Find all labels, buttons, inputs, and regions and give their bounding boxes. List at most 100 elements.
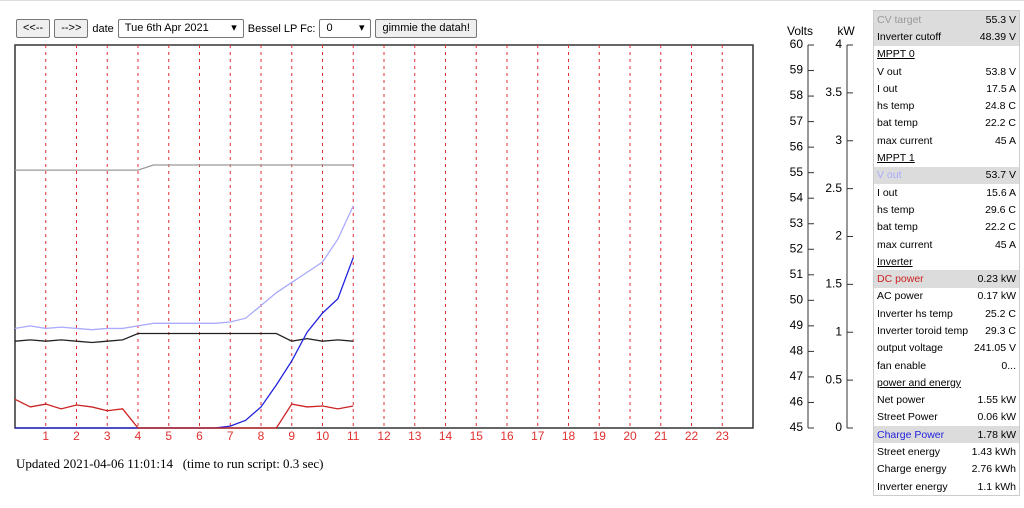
table-row: MPPT 0 [874,46,1019,63]
table-row: Street energy 1.43 kWh [874,443,1019,460]
filter-value: 0 [326,22,333,34]
x-tick-label: 22 [685,429,699,443]
row-label: Inverter cutoff [877,30,942,43]
y-tick-label: 0.5 [825,372,842,386]
section-heading: MPPT 1 [877,152,915,165]
submit-button[interactable]: gimmie the datah! [375,19,477,38]
next-button[interactable]: -->> [54,19,89,38]
row-value: 45 A [994,134,1016,147]
x-tick-label: 18 [562,429,576,443]
table-row: hs temp 24.8 C [874,97,1019,114]
y-tick-label: 49 [790,318,804,332]
y-tick-label: 55 [790,165,804,179]
y-tick-label: 2.5 [825,181,842,195]
x-tick-label: 7 [227,429,234,443]
row-label: Inverter toroid temp [877,324,969,337]
table-row: Net power 1.55 kW [874,392,1019,409]
table-row: Charge energy 2.76 kWh [874,461,1019,478]
y-tick-label: 3.5 [825,85,842,99]
table-row: Street Power 0.06 kW [874,409,1019,426]
x-tick-label: 20 [623,429,637,443]
y-tick-label: 1 [835,324,842,338]
section-heading: power and energy [877,376,962,389]
x-tick-label: 3 [104,429,111,443]
row-value: 0.23 kW [977,273,1016,286]
row-value: 1.78 kW [977,428,1016,441]
y-tick-label: 59 [790,63,804,77]
y-tick-label: 3 [835,133,842,147]
row-label: I out [877,186,898,199]
row-value: 29.6 C [985,203,1016,216]
row-label: I out [877,82,898,95]
table-row: Inverter cutoff 48.39 V [874,28,1019,46]
row-label: bat temp [877,117,918,130]
controls: <<-- -->> date Tue 6th Apr 2021 ▾ Bessel … [16,19,477,38]
row-label: Charge Power [877,428,945,441]
y-tick-label: 51 [790,267,804,281]
series-line [15,257,354,429]
y-tick-label: 47 [790,369,804,383]
row-value: 241.05 V [973,342,1016,355]
footer: Updated 2021-04-06 11:01:14 (time to run… [16,456,324,471]
y-tick-label: 54 [790,190,804,204]
x-tick-label: 10 [316,429,330,443]
x-tick-label: 12 [377,429,391,443]
row-value: 2.76 kWh [971,463,1016,476]
x-tick-label: 21 [654,429,668,443]
row-value: 15.6 A [986,186,1016,199]
row-value: 1.55 kW [977,394,1016,407]
row-value: 1.43 kWh [971,446,1016,459]
y-tick-label: 45 [790,420,804,434]
row-value: 55.3 V [985,13,1016,26]
date-value: Tue 6th Apr 2021 [124,22,209,34]
y-tick-label: 1.5 [825,277,842,291]
row-value: 1.1 kWh [977,480,1016,493]
date-label: date [92,22,114,35]
y-tick-label: 60 [790,37,804,51]
table-row: bat temp 22.2 C [874,115,1019,132]
row-value: 53.7 V [985,169,1016,182]
table-row: max current 45 A [874,132,1019,149]
row-value: 24.8 C [985,100,1016,113]
table-row: Inverter energy 1.1 kWh [874,478,1019,495]
table-row: bat temp 22.2 C [874,219,1019,236]
row-label: hs temp [877,203,915,216]
date-select[interactable]: Tue 6th Apr 2021 ▾ [117,19,244,38]
table-row: hs temp 29.6 C [874,201,1019,218]
row-label: DC power [877,273,924,286]
row-value: 25.2 C [985,307,1016,320]
series-line [14,205,354,331]
table-row: fan enable 0... [874,357,1019,374]
chart: Volts kW 1 2 3 4 5 6 7 8 9 10 11 12 13 14 15 16 17 18 19 20… [14,24,855,443]
table-row: Inverter hs temp 25.2 C [874,305,1019,322]
y2-axis-title: kW [837,24,855,38]
y-tick-label: 56 [790,139,804,153]
row-value: 0.06 kW [977,411,1016,424]
section-heading: MPPT 0 [877,48,915,61]
y-tick-label: 50 [790,293,804,307]
prev-button[interactable]: <<-- [16,19,51,38]
table-row: max current 45 A [874,236,1019,253]
x-tick-label: 8 [258,429,265,443]
x-tick-label: 6 [196,429,203,443]
top-rule [0,0,1024,1]
row-label: Inverter energy [877,480,948,493]
row-value: 22.2 C [985,221,1016,234]
table-row: V out 53.8 V [874,63,1019,80]
series-line [14,332,354,344]
y-tick-label: 52 [790,241,804,255]
row-value: 29.3 C [985,324,1016,337]
dropdown-arrow: ▾ [358,22,365,34]
filter-select[interactable]: 0 ▾ [319,19,372,38]
table-row: power and energy [874,374,1019,391]
x-tick-label: 5 [165,429,172,443]
x-tick-label: 15 [470,429,484,443]
table-row: V out 53.7 V [874,166,1019,184]
row-value: 0... [1001,359,1016,372]
y-tick-label: 2 [835,229,842,243]
y-tick-label: 0 [835,420,842,434]
row-value: 0.17 kW [977,290,1016,303]
x-tick-label: 9 [288,429,295,443]
section-heading: Inverter [877,255,913,268]
